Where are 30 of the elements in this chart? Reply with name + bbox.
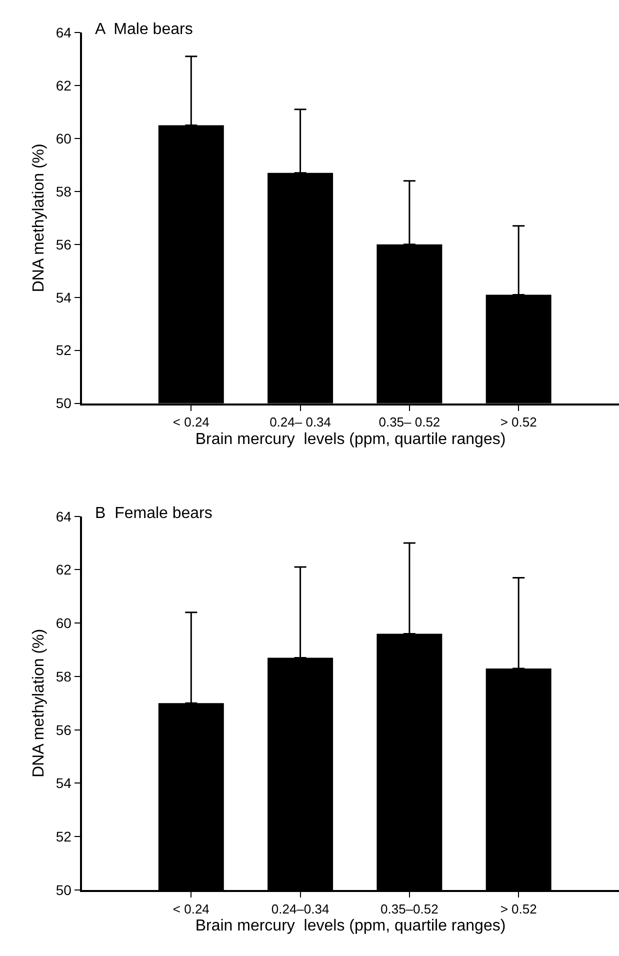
x-axis-title: Brain mercury levels (ppm, quartile ranges) (195, 918, 506, 935)
y-tick-label: 54 (56, 289, 72, 306)
y-axis-title: DNA methylation (%) (30, 144, 48, 292)
x-tick-label: 0.24–0.34 (271, 901, 330, 916)
x-axis-title: Brain mercury levels (ppm, quartile ranges) (195, 430, 506, 448)
x-tick-label: 0.35– 0.52 (378, 414, 440, 430)
chart-title: A Male bears (95, 21, 193, 38)
y-tick-label: 60 (56, 130, 72, 146)
y-axis-title: DNA methylation (%) (30, 628, 48, 778)
y-tick-label: 62 (56, 562, 72, 578)
chart-title: B Female bears (95, 505, 212, 522)
x-tick-label: 0.35–0.52 (380, 901, 438, 916)
y-tick-label: 52 (56, 828, 72, 845)
y-tick-label: 54 (56, 775, 72, 792)
x-tick-label: > 0.52 (500, 901, 537, 916)
y-tick-label: 52 (56, 342, 72, 358)
y-tick-label: 62 (56, 77, 72, 94)
y-tick-label: 50 (56, 395, 72, 412)
y-tick-label: 64 (56, 24, 72, 40)
y-tick-label: 58 (56, 668, 72, 684)
y-tick-label: 60 (56, 614, 72, 631)
x-tick-label: 0.24– 0.34 (270, 414, 332, 430)
y-tick-label: 50 (56, 882, 72, 898)
x-tick-label: < 0.24 (172, 901, 210, 916)
y-tick-label: 56 (56, 722, 72, 738)
x-tick-label: < 0.24 (172, 414, 210, 430)
y-tick-label: 64 (56, 508, 72, 524)
y-tick-label: 56 (56, 236, 72, 252)
x-tick-label: > 0.52 (500, 414, 537, 430)
y-tick-label: 58 (56, 183, 72, 200)
